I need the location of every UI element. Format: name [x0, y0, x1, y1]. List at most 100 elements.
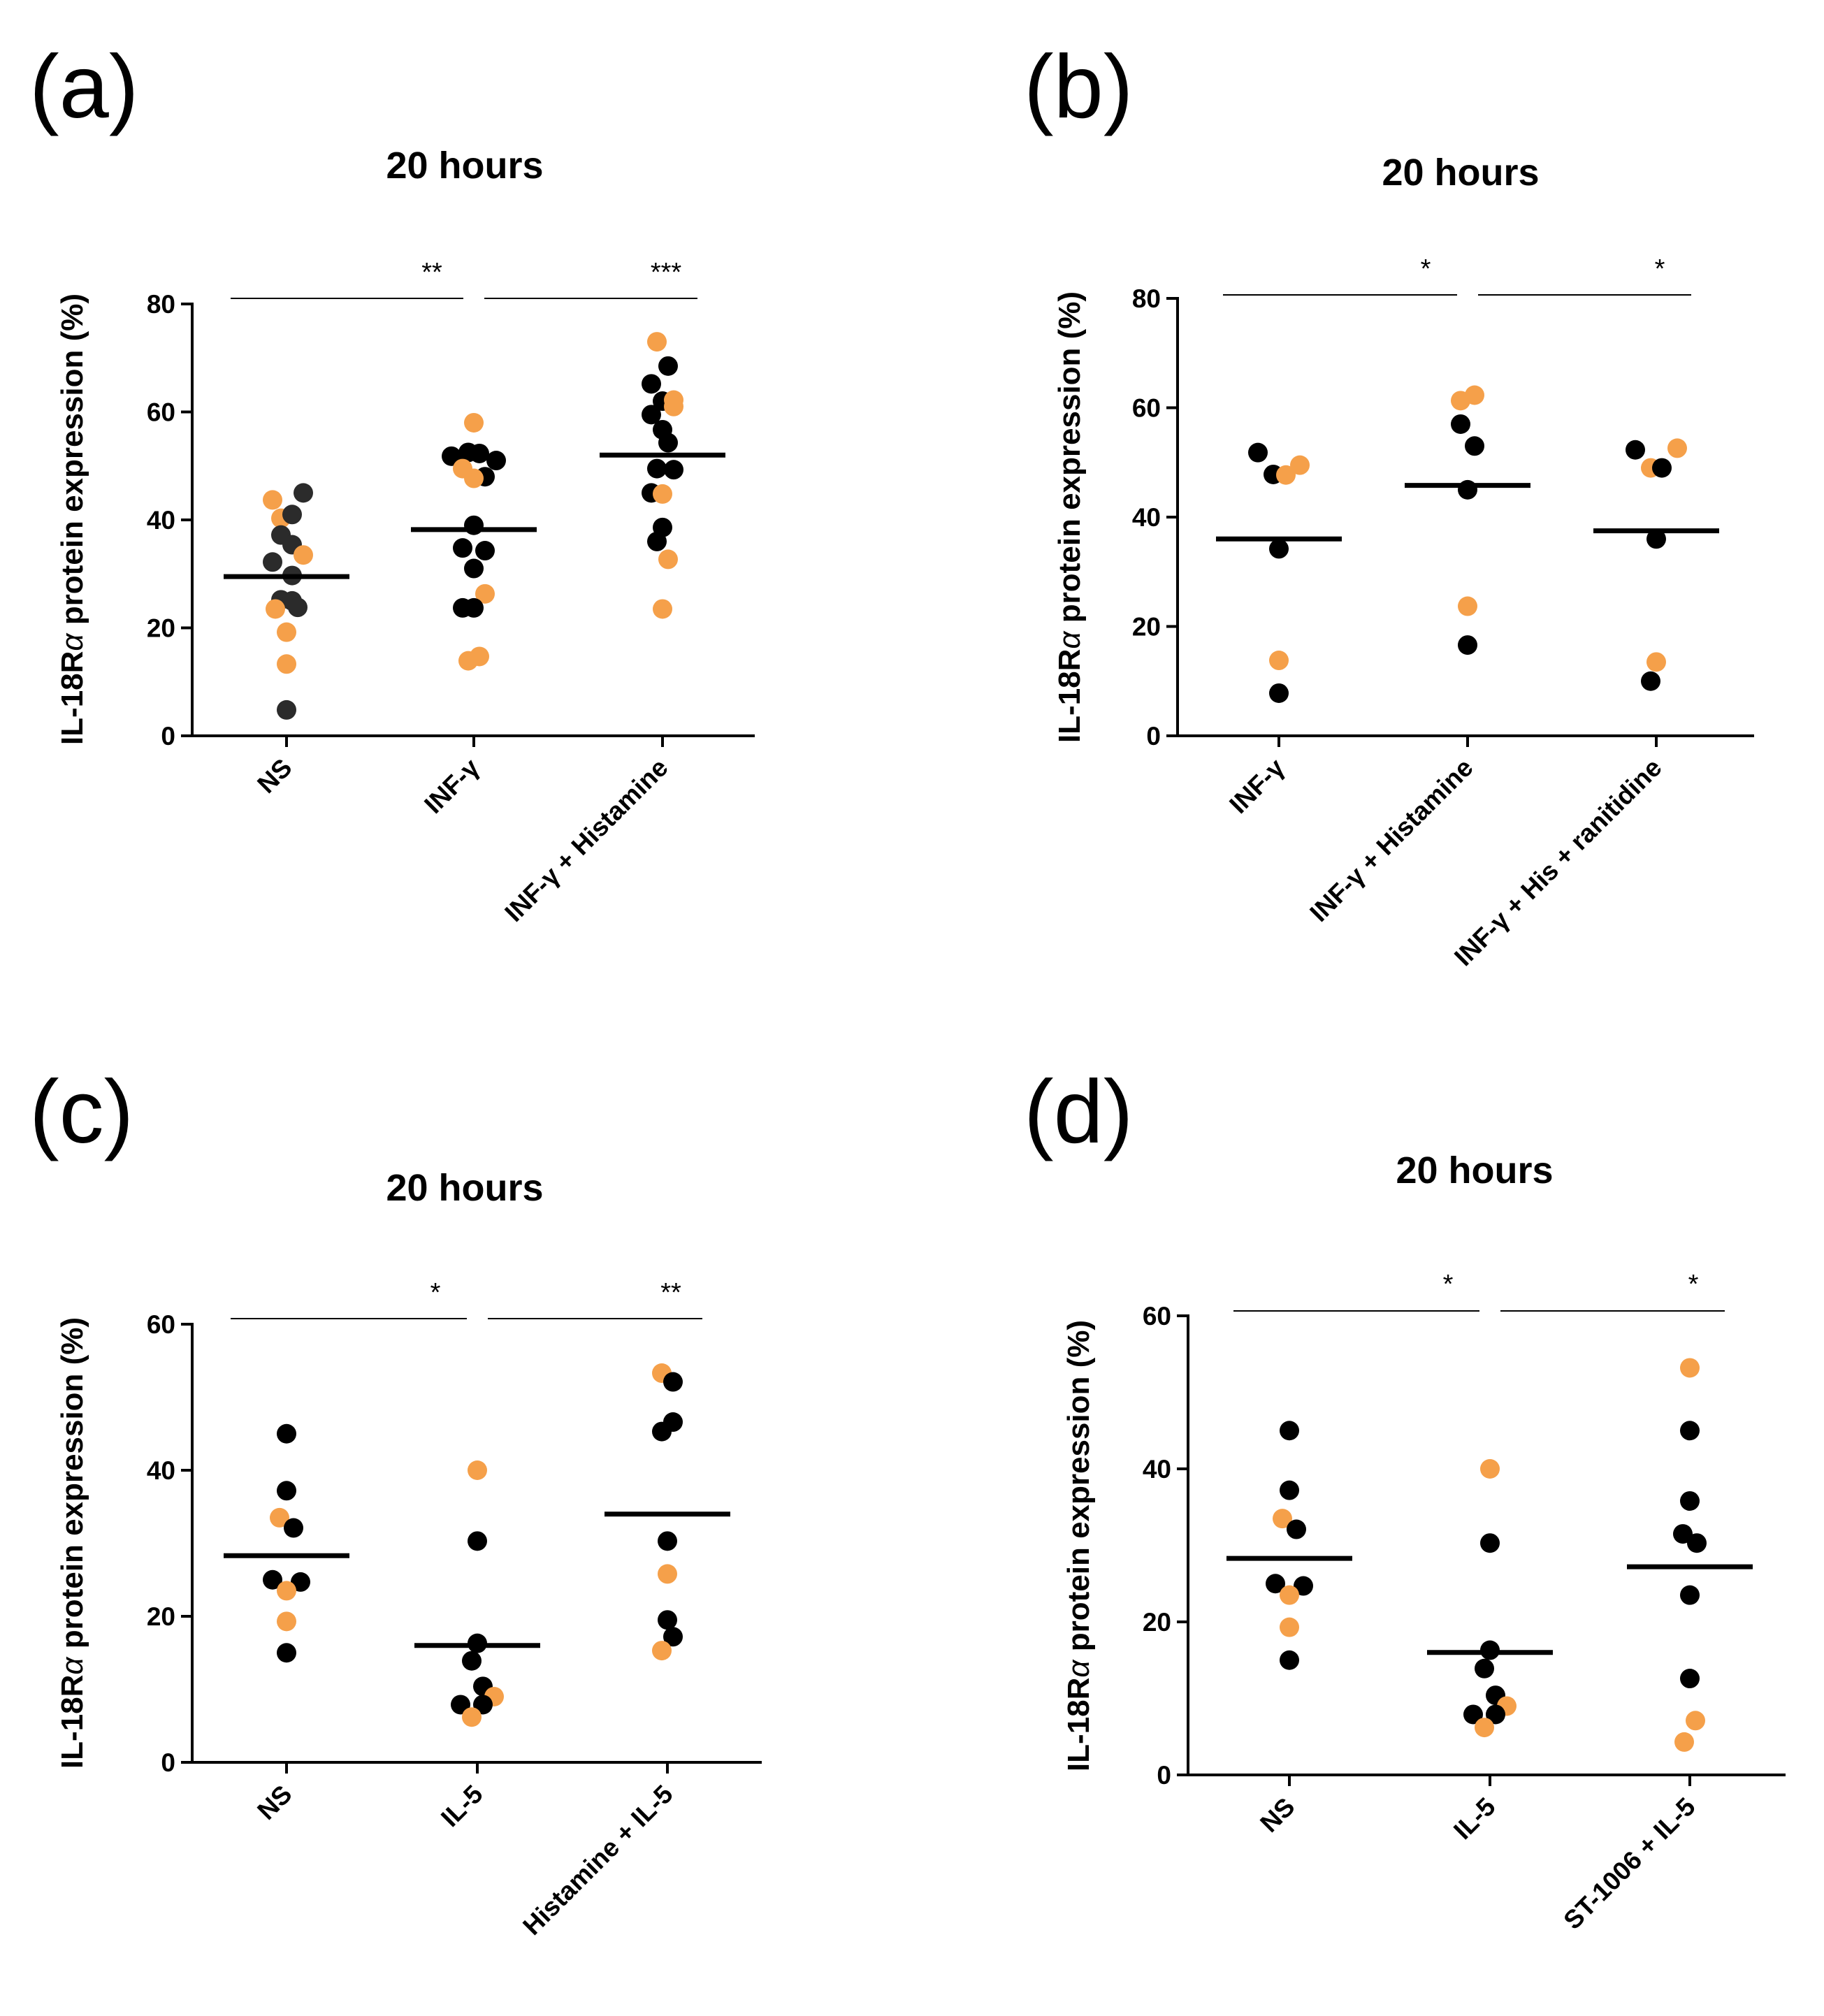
- data-point: [486, 451, 506, 471]
- data-point: [475, 583, 495, 604]
- data-point: [263, 1569, 282, 1590]
- data-point: [1248, 442, 1268, 463]
- significance-label: ***: [651, 258, 682, 287]
- data-point: [1280, 1617, 1299, 1637]
- data-point: [658, 549, 678, 570]
- data-point: [1680, 1491, 1700, 1511]
- data-point: [1667, 438, 1687, 458]
- significance-label: **: [421, 258, 442, 287]
- data-point: [1465, 436, 1484, 456]
- data-point: [277, 1581, 296, 1601]
- data-point: [1463, 1704, 1483, 1725]
- data-point: [647, 332, 667, 352]
- data-point: [468, 1531, 487, 1551]
- data-point: [658, 1564, 677, 1584]
- data-point: [1458, 635, 1477, 655]
- data-point: [647, 458, 667, 479]
- data-point: [263, 552, 282, 572]
- y-tick-label: 60: [1143, 1302, 1171, 1330]
- y-axis-label: IL-18Rα protein expression (%): [55, 1317, 89, 1769]
- data-point: [288, 597, 307, 618]
- data-point: [1680, 1669, 1700, 1689]
- y-tick-label: 0: [1157, 1761, 1171, 1790]
- data-point: [462, 1651, 482, 1671]
- y-tick-label: 40: [147, 506, 175, 535]
- data-point: [277, 1611, 296, 1632]
- significance-label: **: [660, 1278, 681, 1307]
- data-point: [647, 531, 667, 551]
- data-point: [1686, 1711, 1705, 1731]
- data-point: [475, 541, 495, 561]
- data-point: [658, 433, 678, 453]
- y-tick-label: 20: [147, 1602, 175, 1631]
- data-point: [1276, 465, 1296, 485]
- data-point: [664, 460, 683, 480]
- significance-label: *: [430, 1278, 441, 1307]
- data-point: [464, 558, 484, 579]
- data-point: [1646, 652, 1666, 672]
- y-tick-label: 40: [1132, 503, 1161, 532]
- data-point: [1674, 1732, 1694, 1752]
- data-point: [1646, 529, 1666, 549]
- data-point: [1480, 1533, 1500, 1553]
- data-point: [277, 1481, 296, 1501]
- data-point: [468, 1460, 487, 1480]
- data-point: [263, 490, 282, 510]
- data-point: [464, 412, 484, 433]
- y-tick-label: 20: [1143, 1608, 1171, 1637]
- data-point: [277, 1643, 296, 1663]
- data-point: [1458, 479, 1477, 500]
- data-point: [1280, 1650, 1299, 1670]
- data-point: [1458, 596, 1477, 616]
- data-point: [664, 396, 683, 416]
- panel-label: (d): [1024, 1062, 1133, 1162]
- data-point: [1475, 1718, 1494, 1738]
- significance-label: *: [1443, 1270, 1454, 1299]
- y-tick-label: 20: [147, 614, 175, 643]
- data-point: [442, 446, 461, 466]
- data-point: [1475, 1658, 1494, 1678]
- panel-c: (c) 20 hours IL-18Rα protein expression (%…: [29, 1062, 762, 1941]
- data-point: [1269, 683, 1289, 703]
- data-point: [1287, 1519, 1306, 1539]
- data-point: [1273, 1509, 1292, 1529]
- data-point: [277, 654, 296, 674]
- data-point: [1626, 440, 1645, 460]
- chart-title: 20 hours: [1396, 1150, 1553, 1191]
- data-point: [1652, 458, 1672, 478]
- y-axis-label: IL-18Rα protein expression (%): [1062, 1320, 1096, 1771]
- panel-label: (b): [1024, 37, 1133, 137]
- data-point: [462, 1707, 482, 1727]
- data-point: [652, 1641, 672, 1661]
- data-point: [642, 374, 661, 394]
- y-tick-label: 0: [1146, 722, 1161, 750]
- panel-label: (c): [29, 1062, 133, 1162]
- data-point: [1486, 1704, 1505, 1725]
- data-point: [291, 1572, 310, 1592]
- data-point: [1680, 1585, 1700, 1605]
- data-point: [658, 1610, 677, 1630]
- data-point: [663, 1372, 683, 1392]
- data-point: [658, 356, 678, 376]
- data-point: [284, 1518, 303, 1538]
- data-point: [1269, 651, 1289, 671]
- data-point: [1480, 1459, 1500, 1479]
- data-point: [451, 1695, 470, 1715]
- data-point: [294, 545, 313, 565]
- y-tick-label: 80: [1132, 284, 1161, 313]
- data-point: [1294, 1576, 1313, 1596]
- chart-title: 20 hours: [1382, 152, 1539, 194]
- data-point: [277, 699, 296, 720]
- data-point: [1673, 1524, 1693, 1544]
- data-point: [1680, 1358, 1700, 1378]
- data-point: [1280, 1585, 1299, 1605]
- significance-label: *: [1655, 254, 1665, 284]
- data-point: [1269, 539, 1289, 559]
- y-tick-label: 0: [161, 722, 175, 750]
- data-point: [458, 651, 478, 671]
- data-point: [652, 1421, 672, 1442]
- chart-title: 20 hours: [386, 145, 543, 187]
- data-point: [277, 1423, 296, 1444]
- data-point: [270, 1507, 289, 1528]
